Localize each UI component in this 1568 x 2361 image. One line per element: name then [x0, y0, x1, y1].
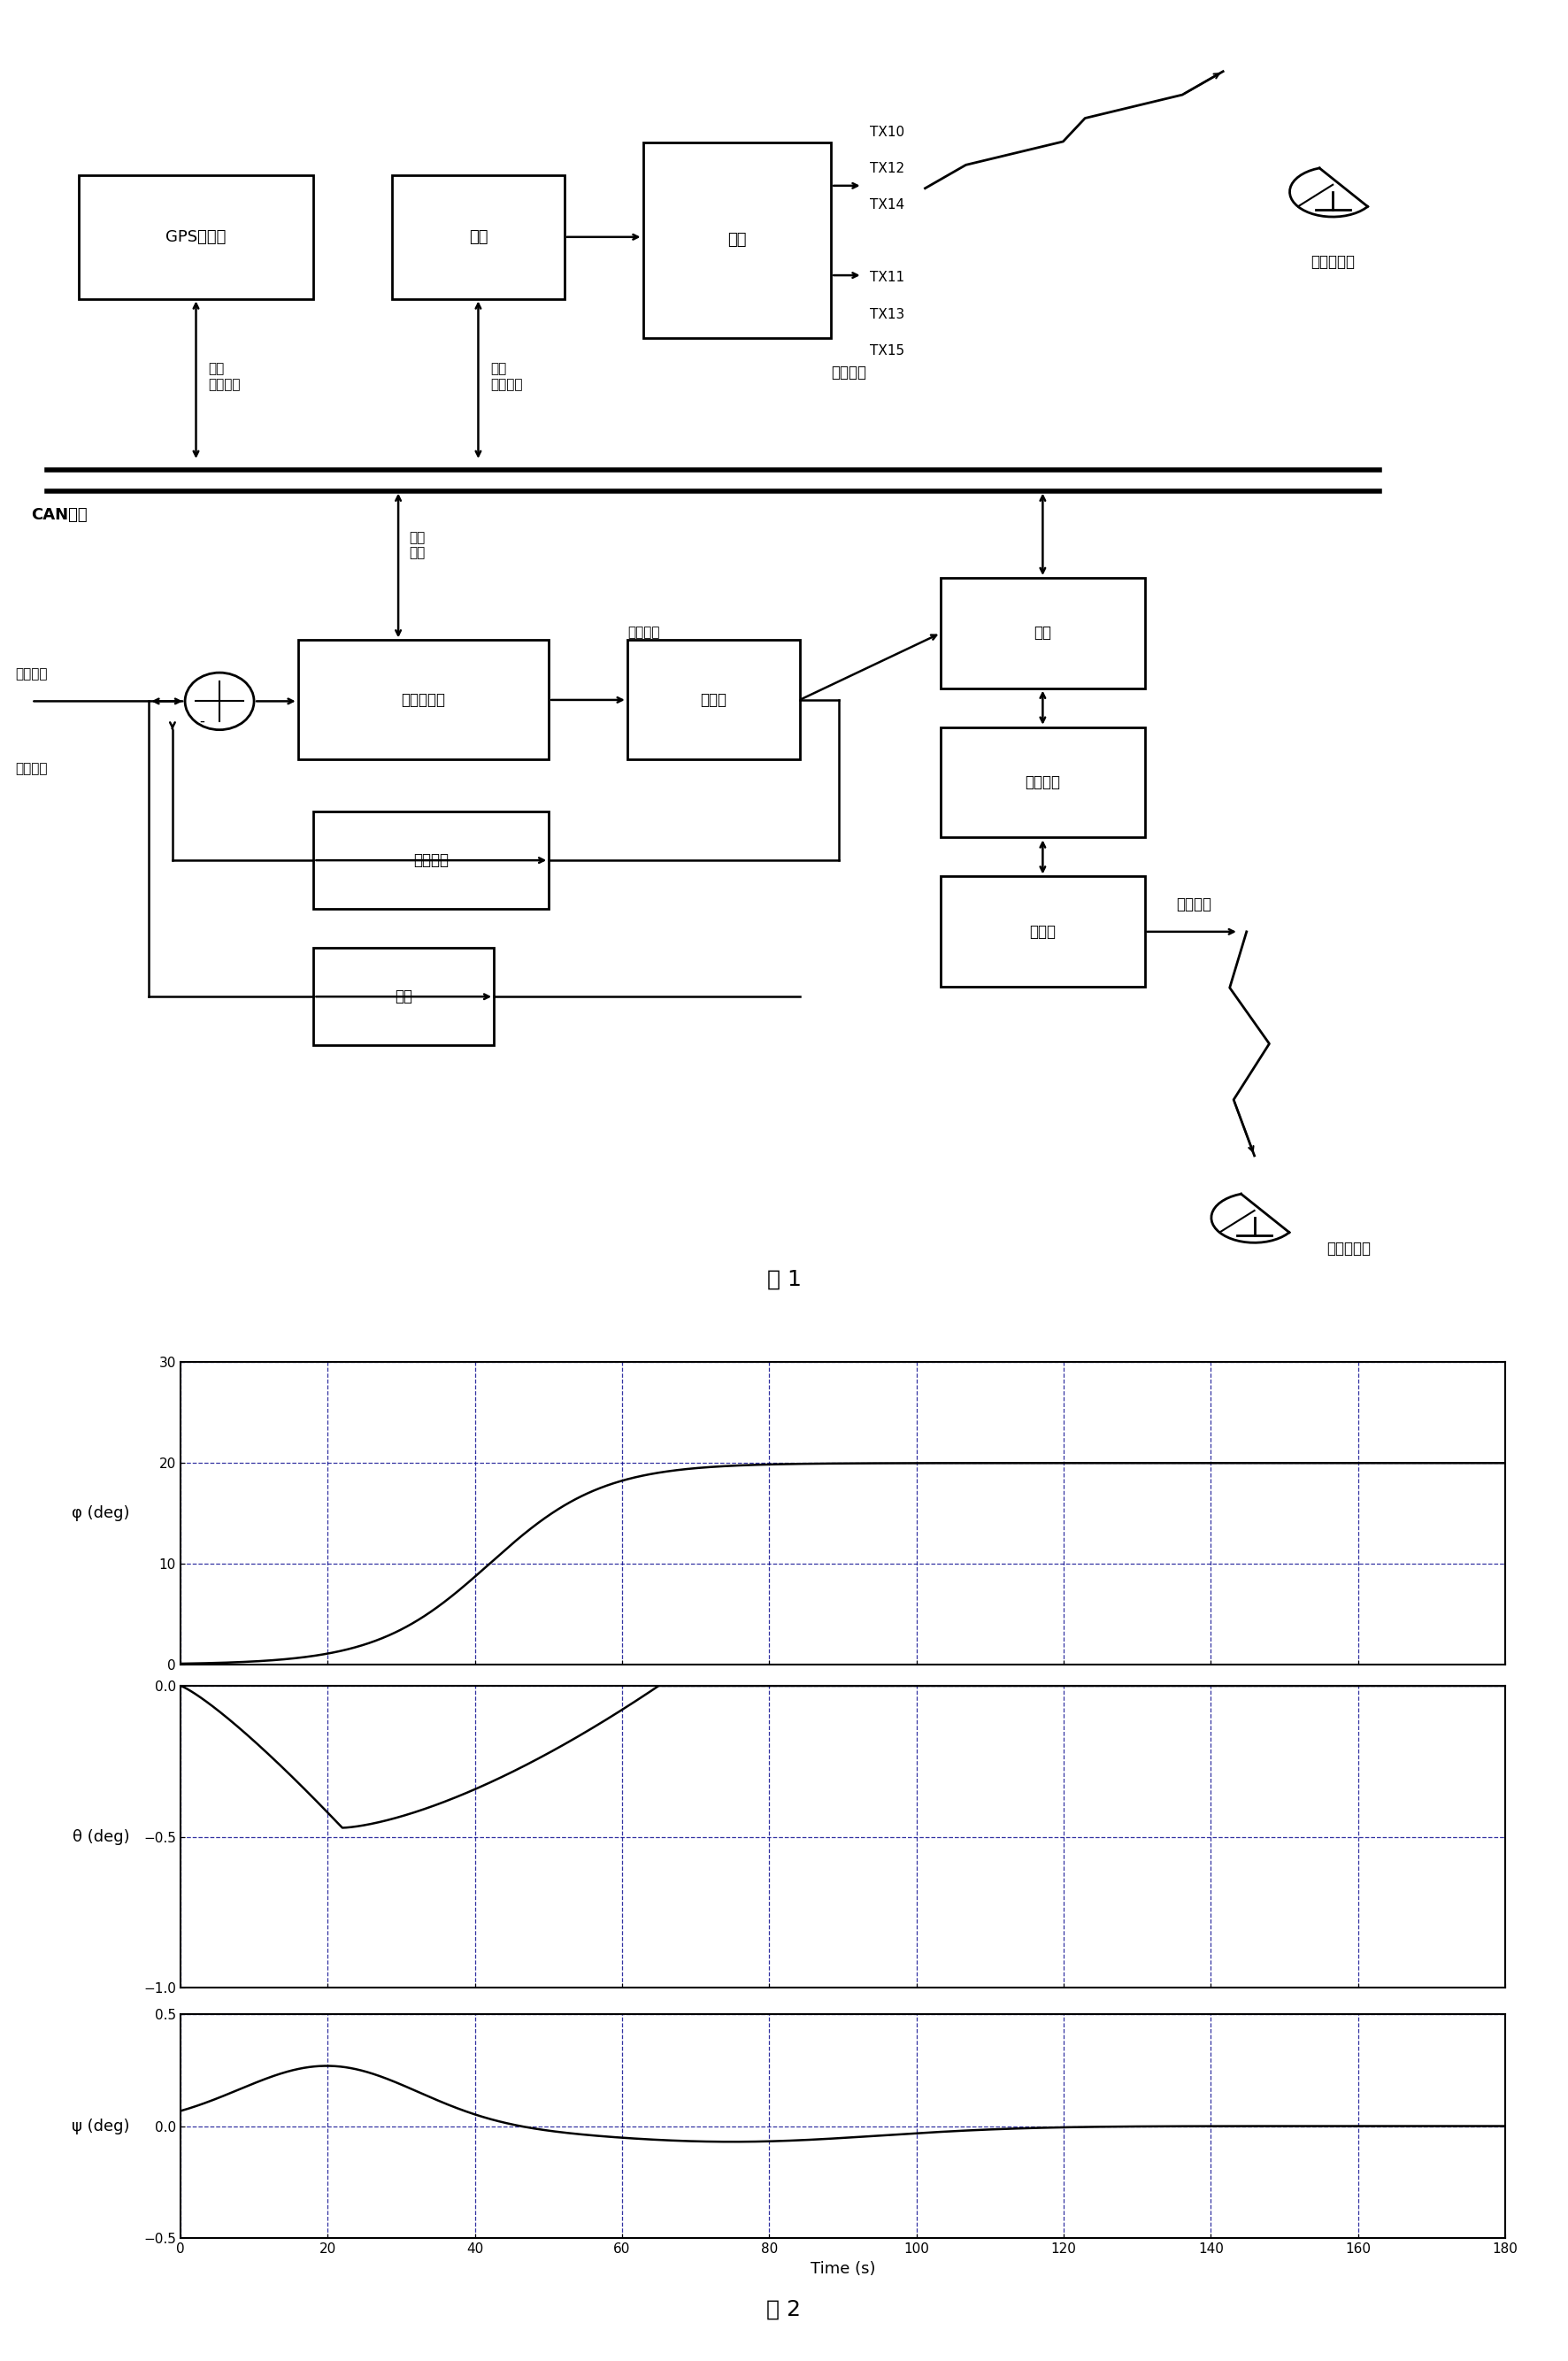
Text: 广播
姿态: 广播 姿态: [409, 531, 425, 560]
Y-axis label: θ (deg): θ (deg): [72, 1830, 130, 1844]
Y-axis label: φ (deg): φ (deg): [72, 1506, 130, 1520]
Text: 广播
积分时间: 广播 积分时间: [209, 361, 241, 392]
Y-axis label: ψ (deg): ψ (deg): [72, 2118, 130, 2134]
Text: 图 1: 图 1: [767, 1268, 801, 1289]
Text: 遥控单元: 遥控单元: [1025, 774, 1060, 791]
Text: 地面测控站: 地面测控站: [1327, 1242, 1370, 1256]
Text: 当前姿态: 当前姿态: [627, 626, 660, 640]
FancyBboxPatch shape: [941, 578, 1145, 689]
Text: TX12: TX12: [870, 163, 905, 175]
FancyBboxPatch shape: [314, 947, 494, 1046]
Text: 相机: 相机: [469, 229, 488, 246]
Text: 星务: 星务: [1033, 626, 1052, 640]
FancyBboxPatch shape: [627, 640, 800, 760]
FancyBboxPatch shape: [78, 175, 314, 300]
Text: TX14: TX14: [870, 198, 905, 212]
Text: -: -: [199, 713, 205, 730]
Text: 星敏感器: 星敏感器: [414, 852, 448, 869]
Text: TX10: TX10: [870, 125, 905, 139]
FancyBboxPatch shape: [643, 142, 831, 338]
Text: TX11: TX11: [870, 272, 905, 283]
Text: 应答机: 应答机: [1030, 923, 1055, 940]
Text: 目标姿态: 目标姿态: [16, 668, 49, 680]
Text: GPS接收机: GPS接收机: [166, 229, 226, 246]
Text: 陀螺: 陀螺: [395, 989, 412, 1003]
FancyBboxPatch shape: [314, 812, 549, 909]
Text: 收到
积分时间: 收到 积分时间: [491, 361, 524, 392]
Text: TX13: TX13: [870, 307, 905, 321]
Text: 数传: 数传: [728, 231, 746, 248]
Text: CAN总线: CAN总线: [31, 508, 88, 522]
Text: 数传天线: 数传天线: [831, 364, 867, 380]
Text: 测控天线: 测控天线: [1176, 897, 1212, 911]
Text: 动量轮: 动量轮: [701, 692, 726, 708]
FancyBboxPatch shape: [941, 727, 1145, 838]
FancyBboxPatch shape: [298, 640, 549, 760]
Text: 图像接收站: 图像接收站: [1311, 255, 1355, 269]
Text: 图 2: 图 2: [767, 2300, 801, 2319]
Text: 测量姿态: 测量姿态: [16, 763, 49, 774]
X-axis label: Time (s): Time (s): [811, 2262, 875, 2276]
FancyBboxPatch shape: [392, 175, 564, 300]
Text: 控制计算机: 控制计算机: [401, 692, 445, 708]
Text: TX15: TX15: [870, 345, 905, 357]
FancyBboxPatch shape: [941, 876, 1145, 987]
